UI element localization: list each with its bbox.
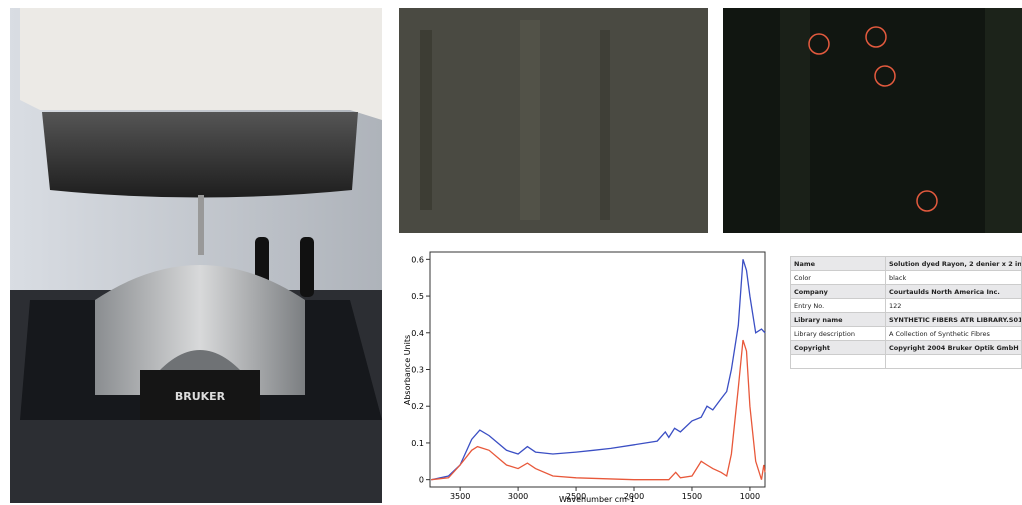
field-name: Copyright xyxy=(791,341,886,355)
micrograph-visible xyxy=(399,8,708,233)
x-tick-label: 2500 xyxy=(566,492,586,501)
field-value: Copyright 2004 Bruker Optik GmbH xyxy=(886,341,1022,355)
y-tick-label: 0.5 xyxy=(411,292,424,301)
y-tick-label: 0.6 xyxy=(411,255,424,264)
field-value: Solution dyed Rayon, 2 denier x 2 inches… xyxy=(886,257,1022,271)
y-tick-label: 0.2 xyxy=(411,402,424,411)
y-tick-label: 0 xyxy=(419,476,424,485)
spectrum-line xyxy=(431,340,765,480)
y-tick-label: 0.1 xyxy=(411,439,424,448)
spectrum-chart: Wavenumber cm-1 Absorbance Units 00.10.2… xyxy=(403,252,765,504)
field-name: Company xyxy=(791,285,886,299)
scene: BRUKER Wavenumber cm-1 Absorbance Units … xyxy=(0,0,1022,505)
field-name: Entry No. xyxy=(791,299,886,313)
table-row: Entry No.122 xyxy=(791,299,1022,313)
y-tick-label: 0.3 xyxy=(411,366,424,375)
field-value: Courtaulds North America Inc. xyxy=(886,285,1022,299)
field-value: 122 xyxy=(886,299,1022,313)
blank-cell xyxy=(886,355,1022,369)
plot-frame xyxy=(430,252,765,487)
field-value: black xyxy=(886,271,1022,285)
page: BRUKER Wavenumber cm-1 Absorbance Units … xyxy=(0,0,1022,505)
instrument-photo: BRUKER xyxy=(10,8,382,503)
field-name: Name xyxy=(791,257,886,271)
x-tick-label: 3500 xyxy=(450,492,470,501)
micrograph-fluorescence xyxy=(723,8,1022,233)
field-value: SYNTHETIC FIBERS ATR LIBRARY.S01 xyxy=(886,313,1022,327)
spectrum-line xyxy=(431,259,765,479)
y-tick-label: 0.4 xyxy=(411,329,424,338)
field-name: Color xyxy=(791,271,886,285)
logo: BRUKER xyxy=(175,390,226,403)
x-tick-label: 3000 xyxy=(508,492,528,501)
x-tick-label: 1000 xyxy=(740,492,760,501)
field-value: A Collection of Synthetic Fibres xyxy=(886,327,1022,341)
x-tick-label: 2000 xyxy=(624,492,644,501)
field-name: Library name xyxy=(791,313,886,327)
blank-cell xyxy=(791,355,886,369)
x-tick-label: 1500 xyxy=(682,492,702,501)
table-row xyxy=(791,355,1022,369)
field-name: Library description xyxy=(791,327,886,341)
